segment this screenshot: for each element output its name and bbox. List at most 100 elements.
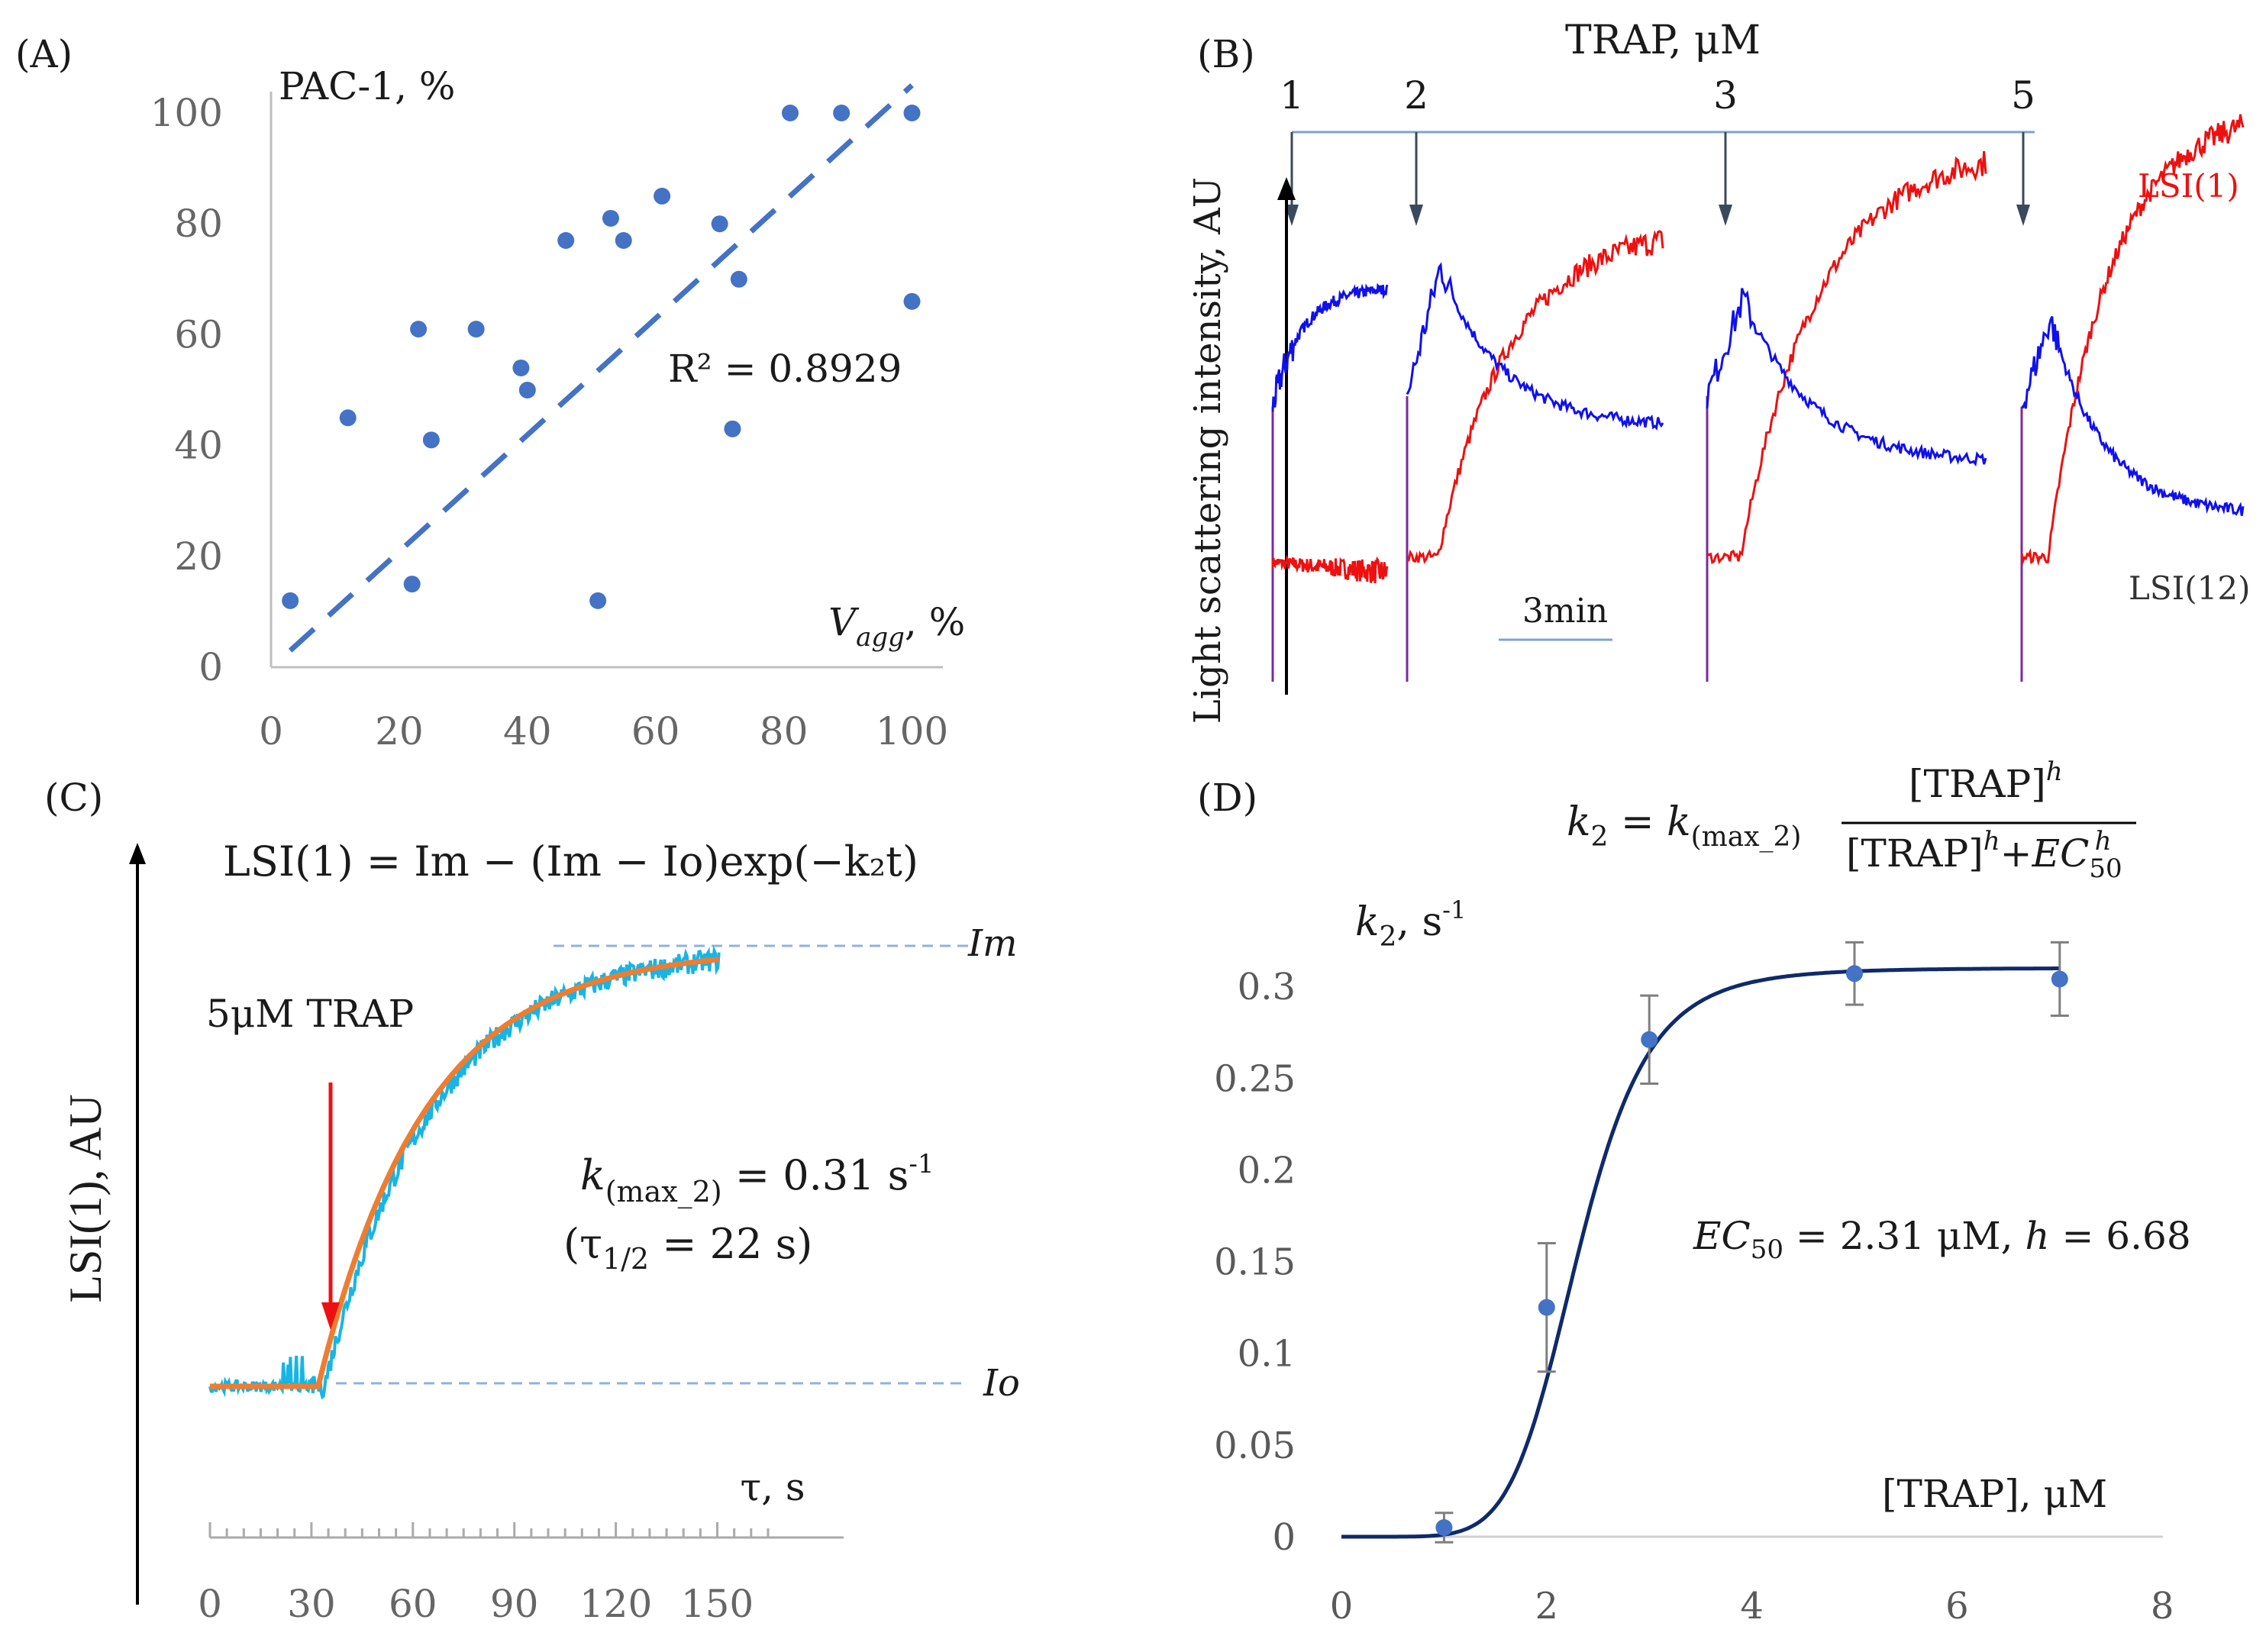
panel-c-label: (C) bbox=[44, 776, 103, 820]
panel-d-y-ticks: 0 0.05 0.1 0.15 0.2 0.25 0.3 bbox=[1214, 966, 1296, 1559]
a-data-point bbox=[467, 321, 485, 338]
a-ytick-label: 0 bbox=[199, 645, 223, 689]
c-xtick-label: 30 bbox=[287, 1582, 336, 1626]
panel-a-x-ticks: 0 20 40 60 80 100 bbox=[259, 709, 948, 753]
b-blue-trace bbox=[1271, 282, 1389, 412]
b-dose-arrow-icon bbox=[1719, 205, 1732, 226]
panel-b-scale-label: 3min bbox=[1522, 592, 1608, 631]
d-data-point bbox=[2051, 970, 2068, 988]
panel-d-dose-response: (D) k2 = k(max_2) [TRAP]h [TRAP]h+EC50h … bbox=[1197, 757, 2191, 1628]
a-xtick-label: 40 bbox=[503, 709, 552, 753]
a-data-point bbox=[339, 409, 357, 427]
a-data-point bbox=[724, 420, 741, 437]
a-xtick-label: 100 bbox=[876, 709, 948, 753]
d-xtick-label: 2 bbox=[1535, 1585, 1559, 1628]
panel-a-label: (A) bbox=[15, 32, 73, 76]
svg-text:k2 = k(max_2): k2 = k(max_2) bbox=[1567, 799, 1801, 853]
c-xtick-label: 60 bbox=[389, 1582, 437, 1626]
panel-d-equation: k2 = k(max_2) [TRAP]h [TRAP]h+EC50h bbox=[1567, 757, 2136, 884]
panel-d-xlabel: [TRAP], μM bbox=[1882, 1472, 2107, 1516]
panel-d-annotation: EC50 = 2.31 μM, h = 6.68 bbox=[1693, 1214, 2191, 1265]
c-xtick-label: 120 bbox=[579, 1582, 652, 1626]
a-data-point bbox=[781, 105, 799, 121]
b-red-trace bbox=[1706, 150, 1987, 565]
panel-a-points bbox=[282, 105, 921, 609]
panel-d-ylabel: k2, s-1 bbox=[1355, 895, 1466, 953]
b-dose-label: 5 bbox=[2011, 73, 2035, 118]
a-data-point bbox=[518, 382, 536, 398]
panel-d-points bbox=[1435, 941, 2069, 1544]
panel-d-fit-curve bbox=[1341, 966, 2060, 1539]
svg-text:[TRAP]h: [TRAP]h bbox=[1909, 757, 2063, 806]
c-xtick-label: 0 bbox=[198, 1582, 222, 1626]
a-data-point bbox=[654, 187, 671, 205]
c-xtick-label: 150 bbox=[681, 1582, 754, 1626]
a-data-point bbox=[730, 270, 747, 288]
panel-b-ylabel: Light scattering intensity, AU bbox=[1186, 177, 1229, 724]
panel-c-io-label: Io bbox=[983, 1362, 1020, 1405]
d-ytick-label: 0.25 bbox=[1214, 1057, 1296, 1100]
a-data-point bbox=[615, 231, 632, 249]
d-ytick-label: 0.05 bbox=[1214, 1425, 1296, 1467]
a-xtick-label: 60 bbox=[631, 709, 680, 753]
d-data-point bbox=[1435, 1518, 1453, 1536]
a-data-point bbox=[403, 576, 421, 593]
d-data-point bbox=[1538, 1299, 1555, 1316]
a-data-point bbox=[512, 359, 530, 376]
d-xtick-label: 6 bbox=[1945, 1585, 1969, 1628]
d-ytick-label: 0.2 bbox=[1238, 1149, 1296, 1192]
panel-b-lsi12-label: LSI(12) bbox=[2129, 569, 2250, 607]
a-ytick-label: 80 bbox=[174, 202, 223, 246]
b-blue-trace bbox=[1706, 288, 1987, 467]
a-data-point bbox=[422, 431, 440, 449]
a-data-point bbox=[589, 592, 607, 609]
panel-c-equation: LSI(1) = Im − (Im − Io)exp(−k₂t) bbox=[223, 837, 918, 886]
a-data-point bbox=[903, 105, 921, 121]
a-xtick-label: 80 bbox=[760, 709, 809, 753]
b-dose-arrow-icon bbox=[1285, 205, 1299, 226]
panel-c-im-label: Im bbox=[967, 922, 1017, 965]
a-ytick-label: 100 bbox=[150, 91, 223, 135]
a-data-point bbox=[903, 292, 921, 310]
a-ytick-label: 20 bbox=[174, 534, 223, 579]
panel-a-trendline bbox=[288, 83, 914, 653]
b-red-trace bbox=[1271, 554, 1389, 584]
panel-c-fit-curve bbox=[210, 957, 720, 1389]
panel-a-scatter: (A) 0 20 40 60 80 100 0 20 40 60 80 100 PAC-1, % R… bbox=[15, 32, 965, 753]
b-red-trace bbox=[2020, 114, 2245, 566]
panel-a-ylabel: PAC-1, % bbox=[279, 64, 455, 108]
panel-b-title: TRAP, μM bbox=[1565, 18, 1761, 63]
a-xtick-label: 20 bbox=[375, 709, 424, 753]
panel-d-label: (D) bbox=[1197, 776, 1257, 820]
panel-c-kmax: k(max_2) = 0.31 s-1 bbox=[580, 1149, 934, 1209]
d-xtick-label: 8 bbox=[2151, 1585, 2174, 1628]
panel-c-y-arrow-icon bbox=[129, 843, 146, 864]
b-blue-trace bbox=[2021, 315, 2245, 516]
panel-a-annotation: R² = 0.8929 bbox=[668, 347, 902, 391]
panel-b-y-arrow-icon bbox=[1277, 177, 1296, 200]
b-red-trace bbox=[1406, 230, 1664, 565]
b-blue-trace bbox=[1406, 262, 1664, 431]
panel-c-x-ticks: 0 30 60 90 120 150 bbox=[198, 1522, 770, 1626]
a-data-point bbox=[410, 321, 428, 338]
panel-c-xlabel: τ, s bbox=[740, 1465, 805, 1509]
svg-text:[TRAP]h+EC50h: [TRAP]h+EC50h bbox=[1846, 826, 2122, 884]
panel-b-traces: (B) TRAP, μM 1 2 3 5 Light scattering inten… bbox=[1186, 18, 2250, 724]
panel-c-stimulus-label: 5μM TRAP bbox=[206, 992, 414, 1036]
d-ytick-label: 0.3 bbox=[1238, 966, 1296, 1008]
panel-a-y-ticks: 0 20 40 60 80 100 bbox=[150, 91, 223, 689]
panel-c-thalf: (τ1/2 = 22 s) bbox=[563, 1220, 812, 1276]
d-ytick-label: 0 bbox=[1272, 1516, 1296, 1559]
c-xtick-label: 90 bbox=[490, 1582, 539, 1626]
panel-a-xlabel: Vagg, % bbox=[828, 600, 965, 653]
b-dose-arrow-icon bbox=[1409, 205, 1423, 226]
panel-b-dose-markers: 1 2 3 5 bbox=[1280, 73, 2035, 226]
panel-c-ylabel: LSI(1), AU bbox=[60, 1094, 111, 1302]
a-xtick-label: 0 bbox=[259, 709, 283, 753]
panel-b-label: (B) bbox=[1197, 32, 1255, 76]
d-ytick-label: 0.1 bbox=[1238, 1333, 1296, 1376]
panel-c-stimulus-arrow-icon bbox=[321, 1302, 340, 1330]
a-data-point bbox=[711, 215, 728, 233]
b-dose-label: 3 bbox=[1713, 73, 1738, 118]
